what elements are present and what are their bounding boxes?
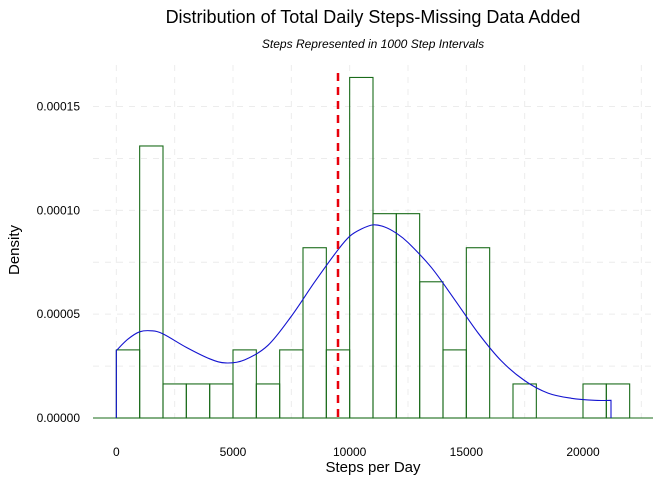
histogram-bar — [419, 281, 444, 419]
histogram-bar — [139, 145, 164, 419]
y-tick-label: 0.00015 — [37, 100, 81, 114]
histogram-bars — [93, 76, 653, 419]
histogram-bar — [442, 349, 467, 419]
x-tick-label: 5000 — [220, 445, 247, 459]
density-layer — [115, 224, 612, 418]
y-tick-label: 0.00005 — [37, 307, 81, 321]
histogram-bar — [302, 247, 327, 419]
chart-subtitle: Steps Represented in 1000 Step Intervals — [262, 37, 484, 51]
histogram-bar — [209, 383, 234, 419]
histogram-bar — [349, 76, 374, 419]
histogram-bar — [255, 383, 281, 419]
y-axis-label: Density — [6, 224, 23, 275]
x-axis-label: Steps per Day — [325, 459, 421, 476]
y-axis-ticks: 0.00000 0.00005 0.00010 0.00015 — [37, 100, 81, 425]
x-axis-ticks: 0 5000 10000 15000 20000 — [113, 445, 600, 459]
x-tick-label: 20000 — [566, 445, 600, 459]
chart-title: Distribution of Total Daily Steps-Missin… — [166, 7, 581, 27]
histogram-bar — [395, 213, 421, 419]
histogram-bar — [372, 213, 397, 419]
x-tick-label: 0 — [113, 445, 120, 459]
histogram-bar — [279, 349, 304, 419]
x-tick-label: 10000 — [333, 445, 367, 459]
y-tick-label: 0.00000 — [37, 411, 81, 425]
histogram-bar — [605, 383, 631, 419]
histogram-bar — [115, 349, 141, 419]
x-tick-label: 15000 — [450, 445, 484, 459]
y-tick-label: 0.00010 — [37, 203, 81, 217]
histogram-bar — [185, 383, 211, 419]
density-curve — [115, 224, 612, 418]
